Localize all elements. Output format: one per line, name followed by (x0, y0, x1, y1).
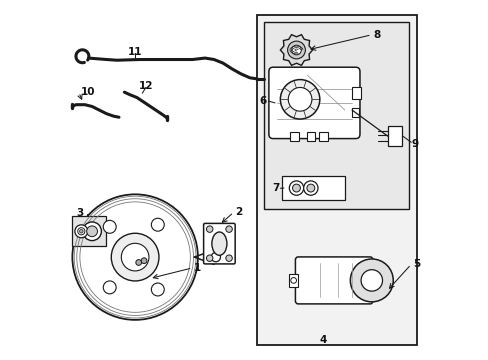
Circle shape (349, 259, 392, 302)
Text: 8: 8 (373, 30, 380, 40)
Bar (351, 108, 359, 117)
Circle shape (72, 194, 198, 320)
Circle shape (151, 218, 164, 231)
Circle shape (103, 281, 116, 294)
Circle shape (211, 252, 220, 262)
Circle shape (121, 243, 149, 271)
Circle shape (225, 255, 232, 261)
FancyBboxPatch shape (203, 224, 235, 264)
Bar (282, 176, 344, 200)
Bar (72, 216, 106, 246)
Polygon shape (280, 35, 312, 66)
Text: 1: 1 (194, 263, 201, 273)
Circle shape (111, 233, 159, 281)
Circle shape (290, 278, 296, 283)
Circle shape (78, 228, 85, 235)
Circle shape (151, 283, 164, 296)
Circle shape (289, 181, 303, 195)
Text: 2: 2 (235, 207, 242, 217)
Text: 7: 7 (271, 183, 279, 193)
Text: 11: 11 (128, 46, 142, 57)
Circle shape (280, 80, 319, 119)
Circle shape (287, 87, 311, 111)
Ellipse shape (211, 232, 226, 255)
Text: 6: 6 (259, 96, 266, 106)
Circle shape (141, 258, 147, 264)
Text: 9: 9 (411, 139, 418, 149)
Bar (257, 15, 416, 345)
Circle shape (303, 181, 317, 195)
Circle shape (292, 184, 300, 192)
Circle shape (291, 45, 301, 55)
Bar (290, 132, 298, 141)
Circle shape (136, 260, 142, 265)
Circle shape (82, 222, 101, 240)
Text: 5: 5 (412, 259, 420, 269)
Circle shape (80, 229, 83, 233)
Circle shape (75, 225, 88, 238)
FancyBboxPatch shape (268, 67, 359, 139)
FancyBboxPatch shape (295, 257, 372, 304)
Bar (387, 126, 402, 146)
Text: 10: 10 (81, 87, 95, 97)
Circle shape (86, 226, 97, 237)
Bar (264, 22, 408, 209)
Bar (319, 132, 327, 141)
Circle shape (287, 41, 305, 59)
Text: 12: 12 (139, 81, 153, 91)
Circle shape (206, 226, 212, 232)
Bar (306, 132, 314, 141)
Circle shape (225, 226, 232, 232)
Bar (289, 274, 298, 287)
Circle shape (103, 220, 116, 233)
Text: 4: 4 (319, 334, 326, 345)
Circle shape (360, 270, 382, 291)
Bar (351, 87, 360, 99)
Circle shape (306, 184, 314, 192)
Text: 3: 3 (77, 208, 84, 218)
Circle shape (206, 255, 212, 261)
